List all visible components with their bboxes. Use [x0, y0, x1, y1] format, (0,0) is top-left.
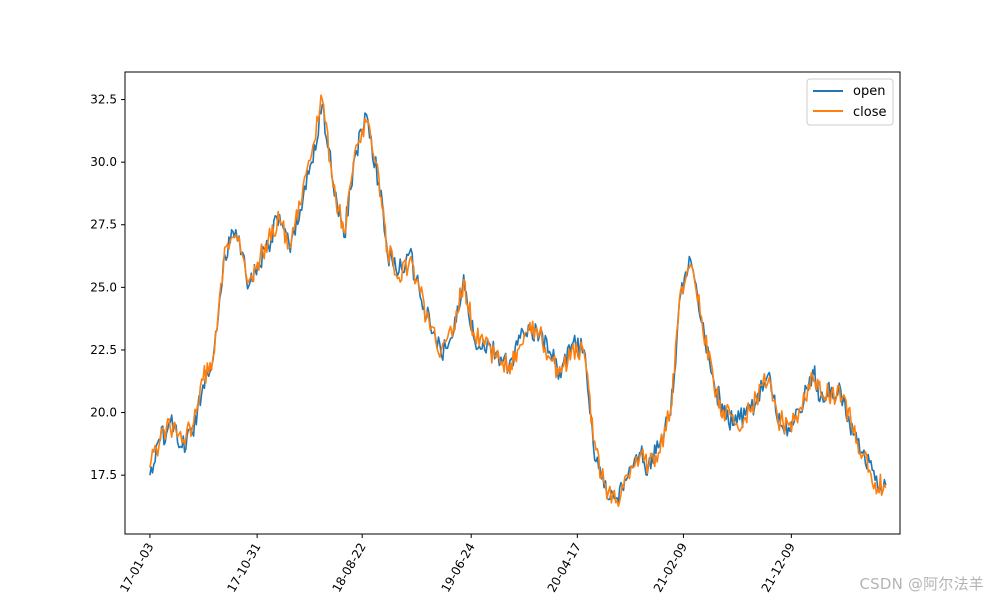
y-tick-label: 25.0: [90, 280, 117, 294]
plot-area: [125, 72, 900, 534]
y-tick-label: 17.5: [90, 468, 117, 482]
series-layer: [149, 94, 887, 508]
x-axis: 17-01-03 17-10-31 18-08-22 19-06-24 20-04-17…: [117, 534, 798, 595]
series-line-close: [149, 94, 887, 508]
legend-label-close: close: [853, 105, 886, 120]
watermark: CSDN @阿尔法羊: [859, 575, 984, 593]
x-tick-label: 18-08-22: [329, 541, 368, 595]
x-tick-label: 19-06-24: [438, 541, 477, 595]
y-tick-label: 20.0: [90, 406, 117, 420]
y-axis: 17.5 20.0 22.5 25.0 27.5 30.0 32.5: [90, 93, 125, 482]
y-tick-label: 22.5: [90, 343, 117, 357]
x-tick-label: 21-12-09: [759, 541, 798, 595]
legend: open close: [806, 78, 894, 126]
y-tick-label: 32.5: [90, 93, 117, 107]
legend-label-open: open: [853, 84, 885, 99]
y-tick-label: 27.5: [90, 218, 117, 232]
x-tick-label: 17-01-03: [117, 541, 156, 595]
axes-frame: [124, 71, 901, 535]
x-tick-label: 20-04-17: [545, 541, 584, 595]
x-tick-label: 17-10-31: [224, 541, 263, 595]
y-tick-label: 30.0: [90, 155, 117, 169]
x-tick-label: 21-02-09: [651, 541, 690, 595]
